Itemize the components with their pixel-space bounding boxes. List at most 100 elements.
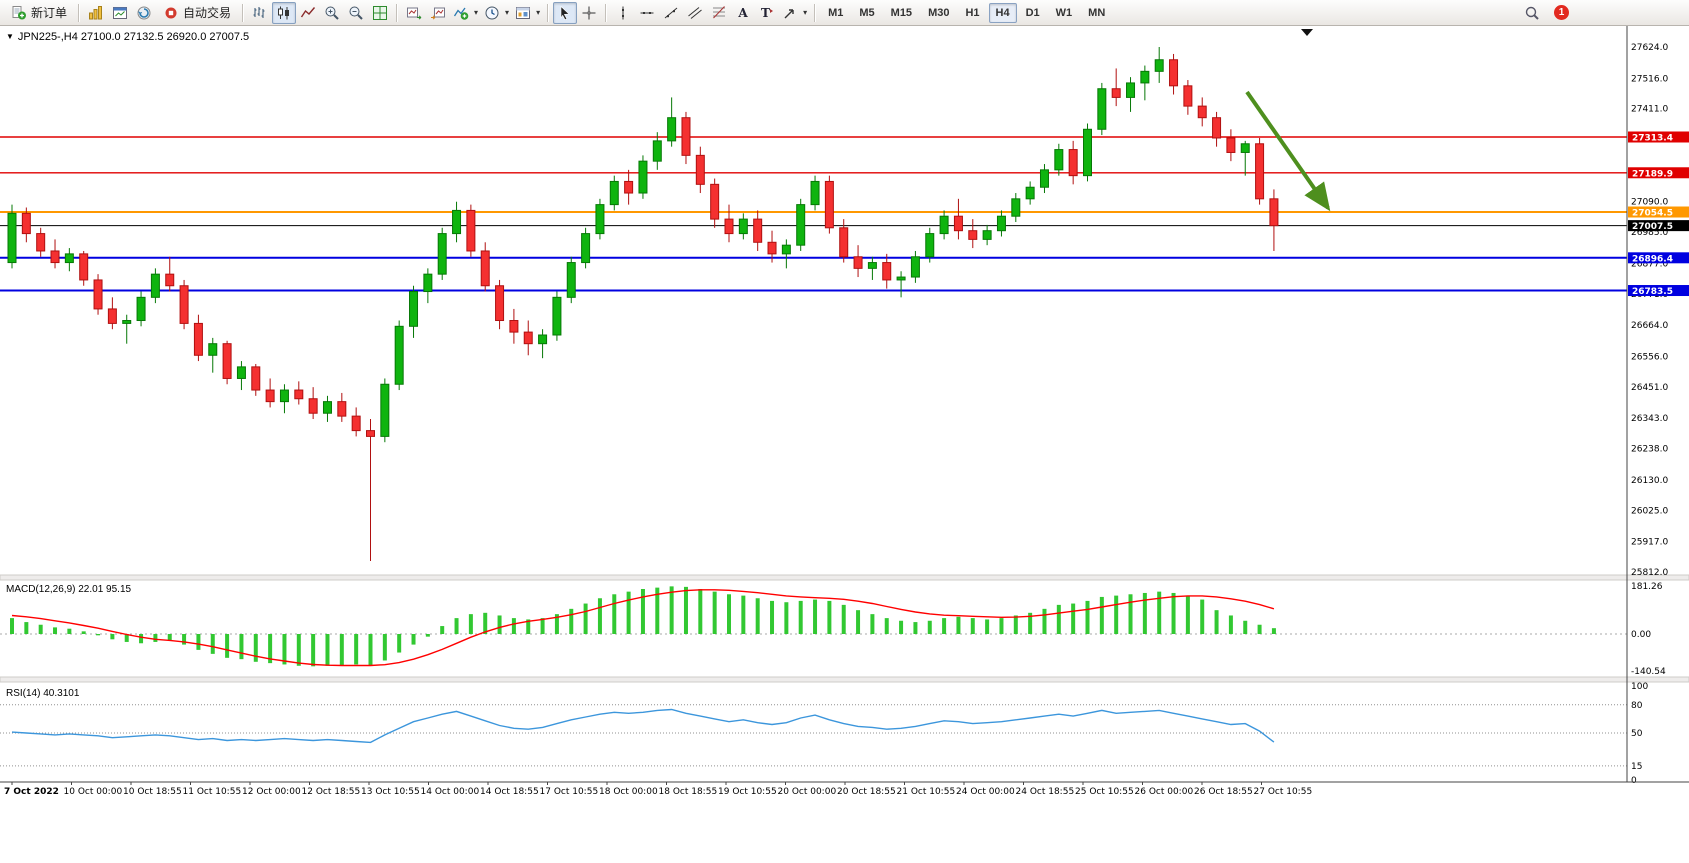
chart-shift-button[interactable] [426, 2, 450, 24]
bar-chart-icon [253, 6, 265, 18]
svg-text:26877.0: 26877.0 [1631, 259, 1668, 269]
chart-canvas[interactable]: 27624.0 27516.0 27411.0 27090.0 26985.0 26877… [0, 26, 1689, 863]
toolbar-right-group: 1 [1520, 2, 1569, 24]
svg-text:26238.0: 26238.0 [1631, 445, 1668, 455]
search-icon [1525, 6, 1539, 20]
ohlc-values: 27100.0 27132.5 26920.0 27007.5 [80, 31, 250, 43]
periods-button[interactable]: ▾ [481, 2, 512, 24]
svg-text:26130.0: 26130.0 [1631, 476, 1668, 486]
channel-icon [688, 6, 702, 19]
chart-collapse-icon[interactable]: ▼ [6, 32, 14, 41]
bar-chart-button[interactable] [248, 2, 272, 24]
toolbar-separator [605, 3, 608, 22]
auto-scroll-button[interactable] [402, 2, 426, 24]
auto-scroll-icon [407, 7, 422, 19]
horizontal-line-button[interactable] [635, 2, 659, 24]
new-order-button-label: 新订单 [31, 6, 68, 20]
new-order-button[interactable]: 新订单 [4, 2, 74, 24]
fibonacci-button[interactable] [707, 2, 731, 24]
charts-icon [89, 5, 103, 19]
chart-window[interactable]: 27624.0 27516.0 27411.0 27090.0 26985.0 26877… [0, 26, 1689, 863]
vertical-line-button[interactable] [611, 2, 635, 24]
svg-text:50: 50 [1631, 729, 1643, 739]
indicators-button[interactable]: ▾ [450, 2, 481, 24]
notification-badge[interactable]: 1 [1554, 5, 1569, 20]
text-icon: A [737, 6, 748, 20]
templates-button[interactable]: ▾ [512, 2, 543, 24]
text-button[interactable]: A [731, 2, 755, 24]
chart-end-marker-icon[interactable] [1301, 29, 1313, 36]
search-button[interactable] [1520, 2, 1544, 24]
toolbar-separator [242, 3, 245, 22]
pane-splitter[interactable] [0, 676, 1689, 683]
toolbar-separator [814, 3, 817, 22]
svg-text:24 Oct 18:55: 24 Oct 18:55 [1016, 787, 1075, 797]
svg-text:21 Oct 10:55: 21 Oct 10:55 [897, 787, 956, 797]
timeframe-button-d1[interactable]: D1 [1019, 3, 1047, 23]
new-order-icon [12, 5, 26, 19]
svg-text:10 Oct 18:55: 10 Oct 18:55 [123, 787, 182, 797]
svg-text:17 Oct 10:55: 17 Oct 10:55 [540, 787, 599, 797]
arrows-button[interactable]: ▾ [779, 2, 810, 24]
cursor-button[interactable] [553, 1, 578, 24]
zoom-in-button[interactable] [320, 2, 344, 24]
pane-splitter[interactable] [0, 574, 1689, 581]
crosshair-button[interactable] [577, 2, 601, 24]
svg-text:100: 100 [1631, 682, 1648, 692]
svg-text:7 Oct 2022: 7 Oct 2022 [4, 787, 59, 797]
svg-text:13 Oct 10:55: 13 Oct 10:55 [361, 787, 420, 797]
timeframe-button-m1[interactable]: M1 [821, 3, 850, 23]
hline-icon [640, 11, 654, 14]
toolbar-separator [78, 3, 81, 22]
svg-text:12 Oct 00:00: 12 Oct 00:00 [242, 787, 301, 797]
price-axis[interactable]: 27624.0 27516.0 27411.0 27090.0 26985.0 26877… [1626, 26, 1689, 786]
main-toolbar: 新订单 自动交易 ▾ ▾ ▾ A T ▾ M1 M5 M15 M30 H1 H4 D1 W1 MN 1 [0, 0, 1689, 26]
auto-trading-button[interactable]: 自动交易 [156, 2, 238, 24]
svg-text:18 Oct 18:55: 18 Oct 18:55 [659, 787, 718, 797]
svg-text:27313.4: 27313.4 [1632, 133, 1673, 143]
rsi-pane[interactable] [0, 704, 1627, 767]
macd-text: MACD(12,26,9) 22.01 95.15 [6, 584, 132, 595]
charts-button[interactable] [84, 2, 108, 24]
timeframe-button-mn[interactable]: MN [1081, 3, 1112, 23]
trendline-icon [664, 7, 678, 18]
toolbar-separator [547, 3, 550, 22]
svg-text:27624.0: 27624.0 [1631, 43, 1668, 53]
svg-text:25 Oct 10:55: 25 Oct 10:55 [1075, 787, 1134, 797]
profiles-button[interactable] [132, 2, 156, 24]
timeframe-button-m30[interactable]: M30 [921, 3, 956, 23]
time-axis[interactable]: 7 Oct 2022 10 Oct 00:00 10 Oct 18:55 11 Oct… [0, 781, 1689, 797]
timeframe-button-m5[interactable]: M5 [852, 3, 881, 23]
line-chart-button[interactable] [296, 2, 320, 24]
svg-text:0.00: 0.00 [1631, 630, 1651, 640]
zoom-out-button[interactable] [344, 2, 368, 24]
equidistant-channel-button[interactable] [683, 2, 707, 24]
new-window-icon [113, 6, 128, 19]
svg-text:14 Oct 18:55: 14 Oct 18:55 [480, 787, 539, 797]
svg-text:A: A [737, 6, 748, 20]
rsi-text: RSI(14) 40.3101 [6, 688, 80, 699]
new-chart-window-button[interactable] [108, 2, 132, 24]
dropdown-arrow-icon: ▾ [803, 8, 808, 17]
svg-text:18 Oct 00:00: 18 Oct 00:00 [599, 787, 658, 797]
macd-pane[interactable] [0, 586, 1627, 667]
timeframe-button-h4[interactable]: H4 [988, 2, 1017, 23]
svg-text:26556.0: 26556.0 [1631, 352, 1668, 362]
zoom-out-icon [349, 6, 363, 20]
timeframe-button-w1[interactable]: W1 [1049, 3, 1080, 23]
text-label-button[interactable]: T [755, 2, 779, 24]
svg-text:27516.0: 27516.0 [1631, 74, 1668, 84]
timeframe-button-h1[interactable]: H1 [958, 3, 986, 23]
dropdown-arrow-icon: ▾ [536, 8, 541, 17]
timeframe-button-m15[interactable]: M15 [884, 3, 919, 23]
trendline-button[interactable] [659, 2, 683, 24]
trend-arrow-annotation[interactable] [1245, 90, 1331, 212]
tile-windows-button[interactable] [368, 2, 392, 24]
svg-text:26 Oct 00:00: 26 Oct 00:00 [1135, 787, 1194, 797]
candle-chart-button[interactable] [272, 1, 297, 24]
toolbar-separator [396, 3, 399, 22]
svg-text:27411.0: 27411.0 [1631, 105, 1668, 115]
svg-text:19 Oct 10:55: 19 Oct 10:55 [718, 787, 777, 797]
fibonacci-icon [713, 5, 726, 18]
price-pane[interactable] [0, 29, 1627, 561]
